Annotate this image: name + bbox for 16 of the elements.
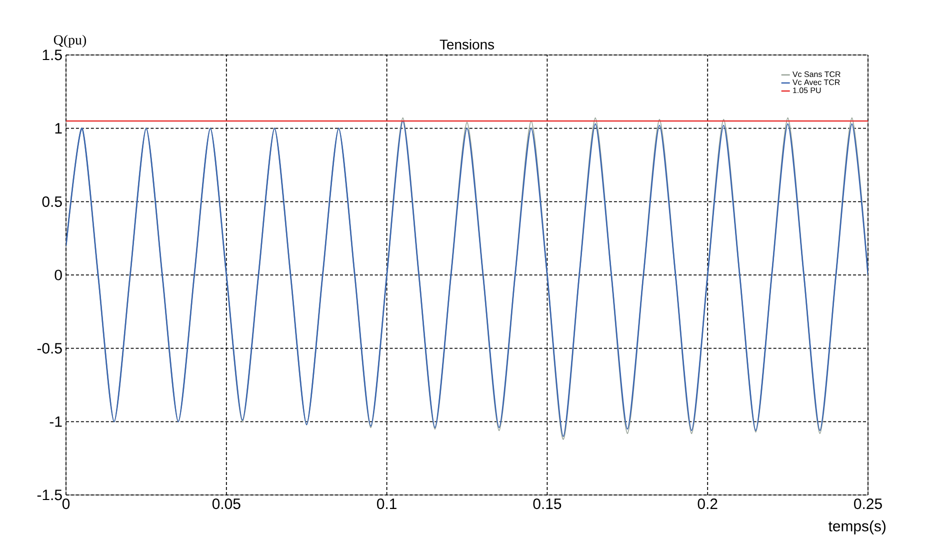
chart-title: Tensions [440, 39, 494, 50]
x-axis-title: temps(s) [828, 520, 886, 534]
y-tick-label: 0.5 [42, 196, 62, 207]
y-tick-label: 1 [55, 123, 62, 134]
y-tick-label: 1.5 [42, 50, 62, 60]
x-tick-label: 0.1 [377, 498, 396, 510]
y-tick-label: -1.5 [37, 490, 62, 500]
x-tick-label: 0.15 [533, 498, 562, 510]
y-tick-label: -1 [50, 416, 62, 427]
y-axis-title: Q(pu) [54, 34, 86, 48]
y-tick-label: -0.5 [37, 343, 62, 354]
x-tick-label: 0.25 [854, 498, 882, 510]
x-tick-label: 0.2 [698, 498, 718, 510]
y-tick-label: 0 [54, 270, 62, 280]
x-tick-label: 0 [62, 498, 70, 510]
x-tick-label: 0.05 [212, 498, 240, 510]
